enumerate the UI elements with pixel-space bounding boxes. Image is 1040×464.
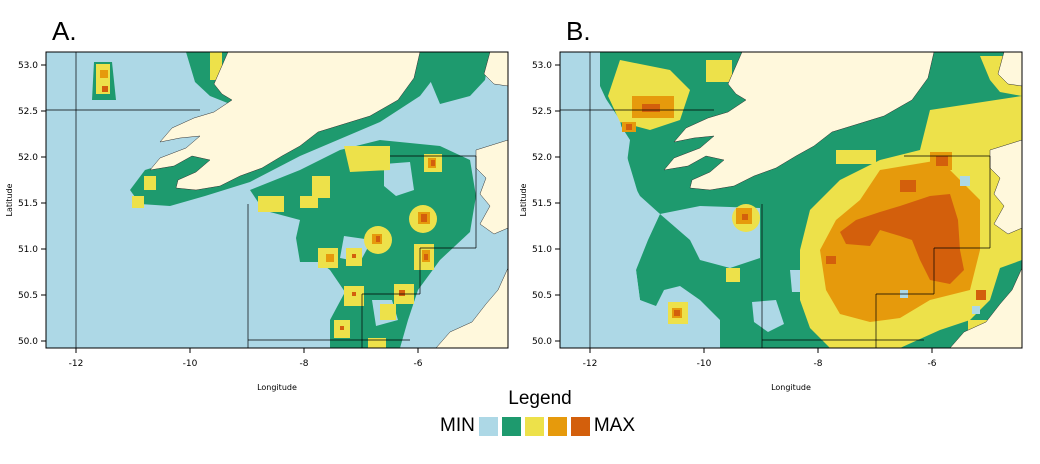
land-cornwall — [435, 267, 508, 348]
x-axis-title: Longitude — [771, 383, 811, 392]
legend-swatch-level3 — [547, 416, 567, 436]
x-axis-title: Longitude — [257, 383, 297, 392]
plot-frame — [45, 51, 509, 349]
legend-swatch-level1 — [501, 416, 521, 436]
legend-swatch-max — [570, 416, 590, 436]
x-tick-label: -12 — [69, 359, 84, 369]
land-ireland — [663, 52, 935, 191]
land-ireland — [149, 52, 421, 191]
y-tick-label: 52.0 — [18, 153, 38, 163]
plot-frame — [559, 51, 1023, 349]
legend-max-label: MAX — [593, 415, 636, 436]
sea-hole — [560, 52, 700, 348]
axis-ticks — [555, 64, 933, 353]
land-northwest — [997, 52, 1022, 87]
axis-ticks — [41, 64, 419, 353]
y-tick-label: 53.0 — [18, 61, 38, 71]
land-wales — [475, 139, 508, 235]
y-axis-title: Latitude — [519, 183, 528, 216]
y-tick-label: 51.5 — [532, 199, 552, 209]
grid-lines — [46, 52, 477, 348]
fishing-effort-level1 — [430, 52, 490, 104]
x-tick-label: -12 — [583, 359, 598, 369]
y-tick-label: 53.0 — [532, 61, 552, 71]
x-tick-label: -8 — [814, 359, 823, 369]
y-axis-title: Latitude — [5, 183, 14, 216]
fishing-effort-level4 — [840, 194, 964, 284]
land-northwest — [483, 52, 508, 87]
x-tick-label: -10 — [697, 359, 712, 369]
panel-a-label: A. — [52, 16, 77, 46]
panel-b-label: B. — [566, 16, 591, 46]
land-wales — [989, 139, 1022, 235]
map-panel-a: -12 -10 -8 -6 53.0 52.5 52.0 51.5 51.0 5… — [5, 51, 509, 392]
y-tick-label: 52.0 — [532, 153, 552, 163]
legend-swatch-level2 — [524, 416, 544, 436]
land-cornwall — [949, 267, 1022, 348]
y-tick-label: 50.5 — [18, 291, 38, 301]
y-tick-label: 52.5 — [18, 107, 38, 117]
y-tick-label: 50.0 — [532, 337, 552, 347]
sea-hole — [384, 162, 414, 196]
grid-lines — [560, 52, 991, 348]
x-tick-label: -6 — [414, 359, 423, 369]
fishing-effort-level4 — [626, 104, 986, 316]
y-tick-label: 51.0 — [532, 245, 552, 255]
y-tick-label: 52.5 — [532, 107, 552, 117]
legend: MIN MAX — [440, 414, 635, 438]
y-tick-label: 51.0 — [18, 245, 38, 255]
y-tick-label: 51.5 — [18, 199, 38, 209]
legend-min-label: MIN — [440, 415, 475, 436]
x-tick-label: -6 — [928, 359, 937, 369]
fishing-effort-level4 — [102, 86, 435, 330]
legend-swatch-min — [478, 416, 498, 436]
legend-title: Legend — [508, 388, 572, 409]
y-tick-label: 50.5 — [532, 291, 552, 301]
sea-hole — [752, 300, 784, 332]
x-tick-label: -8 — [300, 359, 309, 369]
y-tick-label: 50.0 — [18, 337, 38, 347]
map-panel-b: -12 -10 -8 -6 53.0 52.5 52.0 51.5 51.0 5… — [519, 51, 1023, 392]
x-tick-label: -10 — [183, 359, 198, 369]
